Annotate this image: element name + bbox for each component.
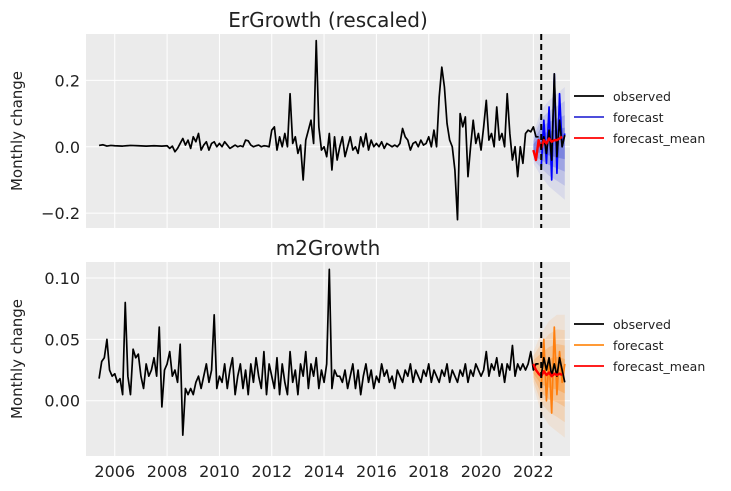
legend-label-forecast: forecast [613,338,664,353]
panel-m2growth: 0.00 0.05 0.10 2006 2008 2010 2012 2014 2016 201… [8,236,705,481]
series-line-observed [98,268,539,436]
series-lines-m2growth [98,268,566,436]
chart-title-ergrowth: ErGrowth (rescaled) [228,8,428,32]
y-tick-label-ergrowth-0: −0.2 [41,204,80,223]
legend-label-forecast: forecast [613,110,664,125]
x-ticks-m2growth: 2006 2008 2010 2012 2014 2016 2018 2020 2022 [94,462,553,481]
x-tick-label-2006: 2006 [94,462,135,481]
series-line-observed-future [540,72,566,161]
x-tick-label-2014: 2014 [304,462,345,481]
series-line-observed-future [540,356,566,383]
panel-ergrowth: −0.2 0.0 0.2 ErGrowth (rescaled) Monthly c… [8,8,705,228]
x-tick-label-2022: 2022 [513,462,554,481]
y-axis-label-ergrowth: Monthly change [8,71,26,191]
y-tick-label-ergrowth-1: 0.0 [55,138,80,157]
x-tick-label-2012: 2012 [251,462,292,481]
series-lines-ergrowth [98,39,566,221]
x-tick-label-2010: 2010 [199,462,240,481]
y-tick-label-ergrowth-2: 0.2 [55,71,80,90]
chart-title-m2growth: m2Growth [276,236,381,260]
x-tick-label-2016: 2016 [356,462,397,481]
x-tick-label-2008: 2008 [147,462,188,481]
y-axis-label-m2growth: Monthly change [8,299,26,419]
x-tick-label-2020: 2020 [461,462,502,481]
y-tick-label-m2growth-0: 0.00 [44,392,80,411]
gridlines-ergrowth [86,34,570,228]
y-tick-label-m2growth-2: 0.10 [44,269,80,288]
legend-label-observed: observed [613,89,671,104]
y-ticks-m2growth: 0.00 0.05 0.10 [44,269,80,411]
legend-m2growth: observed forecast forecast_mean [574,317,705,374]
series-line-forecast-mean [532,363,563,378]
legend-label-forecast-mean: forecast_mean [613,359,705,374]
gridlines-m2growth [86,262,570,456]
legend-label-forecast-mean: forecast_mean [613,131,705,146]
x-tick-label-2018: 2018 [408,462,449,481]
plot-area-ergrowth [86,34,570,228]
series-line-observed [98,39,539,221]
legend-label-observed: observed [613,317,671,332]
y-tick-label-m2growth-1: 0.05 [44,330,80,349]
series-line-forecast-mean [532,135,563,162]
y-ticks-ergrowth: −0.2 0.0 0.2 [41,71,80,223]
legend-ergrowth: observed forecast forecast_mean [574,89,705,146]
